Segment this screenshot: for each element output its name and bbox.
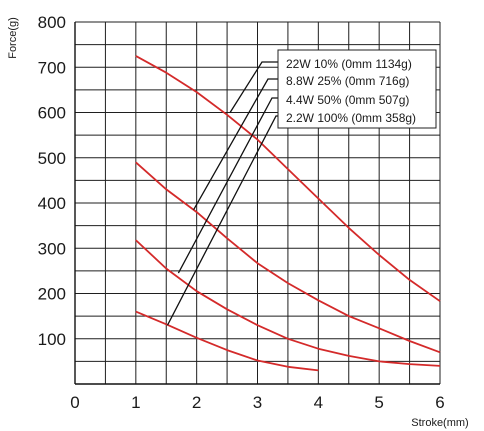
leader-line-3 [177,97,284,274]
leader-line-1 [229,61,284,113]
y-tick-label: 300 [38,239,66,258]
y-tick-label: 500 [38,149,66,168]
y-tick-label: 600 [38,104,66,123]
legend-entry-2: 8.8W 25% (0mm 716g) [286,74,409,88]
y-tick-label: 400 [38,194,66,213]
y-tick-label: 200 [38,285,66,304]
x-tick-label: 6 [435,393,444,412]
x-tick-label: 4 [314,393,323,412]
legend-leader-lines [166,61,284,326]
x-tick-label: 5 [374,393,383,412]
legend-entry-4: 2.2W 100% (0mm 358g) [286,111,416,125]
y-tick-label: 700 [38,58,66,77]
y-tick-label: 100 [38,330,66,349]
x-axis-label: Stroke(mm) [411,417,468,429]
series-line-1 [135,55,441,302]
legend: 22W 10% (0mm 1134g) 8.8W 25% (0mm 716g) … [277,49,437,129]
y-tick-label: 800 [38,13,66,32]
tick-labels: 100 200 300 400 500 600 700 800 0 1 2 3 4 5 6 [38,13,445,412]
series-line-2 [135,161,441,354]
series-lines [135,55,441,372]
x-tick-label: 2 [192,393,201,412]
series-line-3 [135,239,441,367]
x-tick-label: 0 [70,393,79,412]
axes [74,22,440,385]
legend-box [277,49,437,129]
y-axis-label: Force(g) [7,17,19,59]
series-line-4 [135,310,319,372]
legend-entry-1: 22W 10% (0mm 1134g) [286,57,412,71]
x-tick-label: 1 [131,393,140,412]
x-tick-label: 3 [253,393,262,412]
legend-entry-3: 4.4W 50% (0mm 507g) [286,93,409,107]
